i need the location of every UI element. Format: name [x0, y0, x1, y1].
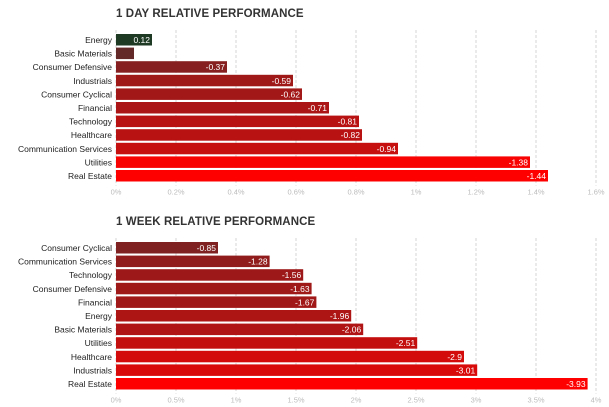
chart-1-week: 1 WEEK RELATIVE PERFORMANCE 0% 0.5% 1% 1.5%… [0, 216, 609, 406]
category-label: Industrials [73, 365, 112, 375]
bar[interactable] [116, 142, 398, 155]
category-label: Utilities [85, 157, 112, 167]
bar[interactable] [116, 61, 227, 73]
value-label: -3.01 [456, 365, 476, 375]
x-tick-label: 0.6% [287, 188, 304, 197]
bar[interactable] [116, 102, 329, 114]
category-label: Basic Materials [54, 325, 112, 335]
bar[interactable] [116, 310, 352, 322]
x-tick-label: 3.5% [527, 396, 544, 405]
category-label: Real Estate [68, 171, 112, 181]
category-label: Consumer Defensive [33, 62, 113, 72]
value-label: -0.85 [197, 243, 217, 253]
value-label: -0.59 [272, 76, 292, 86]
chart-plot-1-week: 0% 0.5% 1% 1.5% 2% 2.5% 3% 3.5% 4% Consumer Cycli… [18, 238, 602, 405]
category-label: Financial [78, 297, 112, 307]
value-label: -0.62 [281, 89, 301, 99]
value-label: -0.06 [136, 49, 156, 59]
x-tick-label: 1.2% [467, 188, 484, 197]
value-label: 0.12 [133, 35, 150, 45]
bar[interactable] [116, 282, 312, 295]
chart-title: 1 WEEK RELATIVE PERFORMANCE [116, 216, 316, 228]
category-label: Healthcare [71, 130, 112, 140]
bar[interactable] [116, 364, 478, 376]
value-label: -2.06 [342, 325, 362, 335]
value-label: -1.44 [527, 171, 547, 181]
bar[interactable] [116, 296, 317, 308]
category-label: Consumer Cyclical [41, 89, 112, 99]
x-tick-label: 1% [231, 396, 242, 405]
category-label: Real Estate [68, 379, 112, 389]
bar[interactable] [116, 350, 464, 363]
x-tick-label: 1.5% [287, 396, 304, 405]
bar[interactable] [116, 323, 364, 336]
value-label: -3.93 [566, 379, 586, 389]
value-label: -1.63 [290, 284, 310, 294]
category-label: Consumer Defensive [33, 284, 113, 294]
bar[interactable] [116, 170, 548, 182]
value-label: -2.51 [396, 338, 416, 348]
x-tick-label: 1.6% [587, 188, 604, 197]
value-label: -1.67 [295, 297, 315, 307]
bar[interactable] [116, 88, 302, 100]
chart-title: 1 DAY RELATIVE PERFORMANCE [116, 8, 304, 20]
bar[interactable] [116, 156, 530, 168]
x-tick-label: 0.2% [167, 188, 184, 197]
x-tick-label: 0.4% [227, 188, 244, 197]
value-label: -1.28 [248, 257, 268, 267]
category-label: Communication Services [18, 257, 112, 267]
x-tick-label: 4% [591, 396, 602, 405]
value-label: -1.38 [509, 157, 529, 167]
bar[interactable] [116, 115, 359, 128]
value-label: -0.82 [341, 130, 361, 140]
bar[interactable] [116, 255, 270, 268]
value-label: -1.56 [282, 270, 302, 280]
category-label: Technology [69, 117, 113, 127]
bar[interactable] [116, 269, 304, 281]
chart-plot-1-day: 0% 0.2% 0.4% 0.6% 0.8% 1% 1.2% 1.4% 1.6% Energy 0.… [18, 30, 605, 197]
bar[interactable] [116, 378, 588, 390]
bar[interactable] [116, 242, 218, 254]
x-tick-label: 1% [411, 188, 422, 197]
value-label: -0.81 [338, 117, 358, 127]
category-label: Financial [78, 103, 112, 113]
value-label: -0.94 [377, 144, 397, 154]
x-tick-label: 1.4% [527, 188, 544, 197]
category-label: Energy [85, 35, 113, 45]
category-label: Basic Materials [54, 49, 112, 59]
x-tick-label: 0% [111, 188, 122, 197]
x-tick-label: 0.8% [347, 188, 364, 197]
bar[interactable] [116, 47, 134, 60]
x-tick-label: 0.5% [167, 396, 184, 405]
category-label: Healthcare [71, 352, 112, 362]
chart-1-day: 1 DAY RELATIVE PERFORMANCE 0% 0.2% 0.4% 0.6… [0, 8, 609, 198]
category-label: Technology [69, 270, 113, 280]
x-tick-label: 0% [111, 396, 122, 405]
bar[interactable] [116, 34, 152, 46]
category-label: Utilities [85, 338, 112, 348]
x-tick-label: 2% [351, 396, 362, 405]
value-label: -2.9 [447, 352, 462, 362]
bar[interactable] [116, 337, 418, 349]
category-label: Industrials [73, 76, 112, 86]
category-label: Consumer Cyclical [41, 243, 112, 253]
value-label: -1.96 [330, 311, 350, 321]
category-label: Communication Services [18, 144, 112, 154]
value-label: -0.71 [308, 103, 328, 113]
value-label: -0.37 [206, 62, 226, 72]
bar[interactable] [116, 129, 362, 141]
bar[interactable] [116, 74, 293, 87]
x-tick-label: 3% [471, 396, 482, 405]
category-label: Energy [85, 311, 113, 321]
x-tick-label: 2.5% [407, 396, 424, 405]
